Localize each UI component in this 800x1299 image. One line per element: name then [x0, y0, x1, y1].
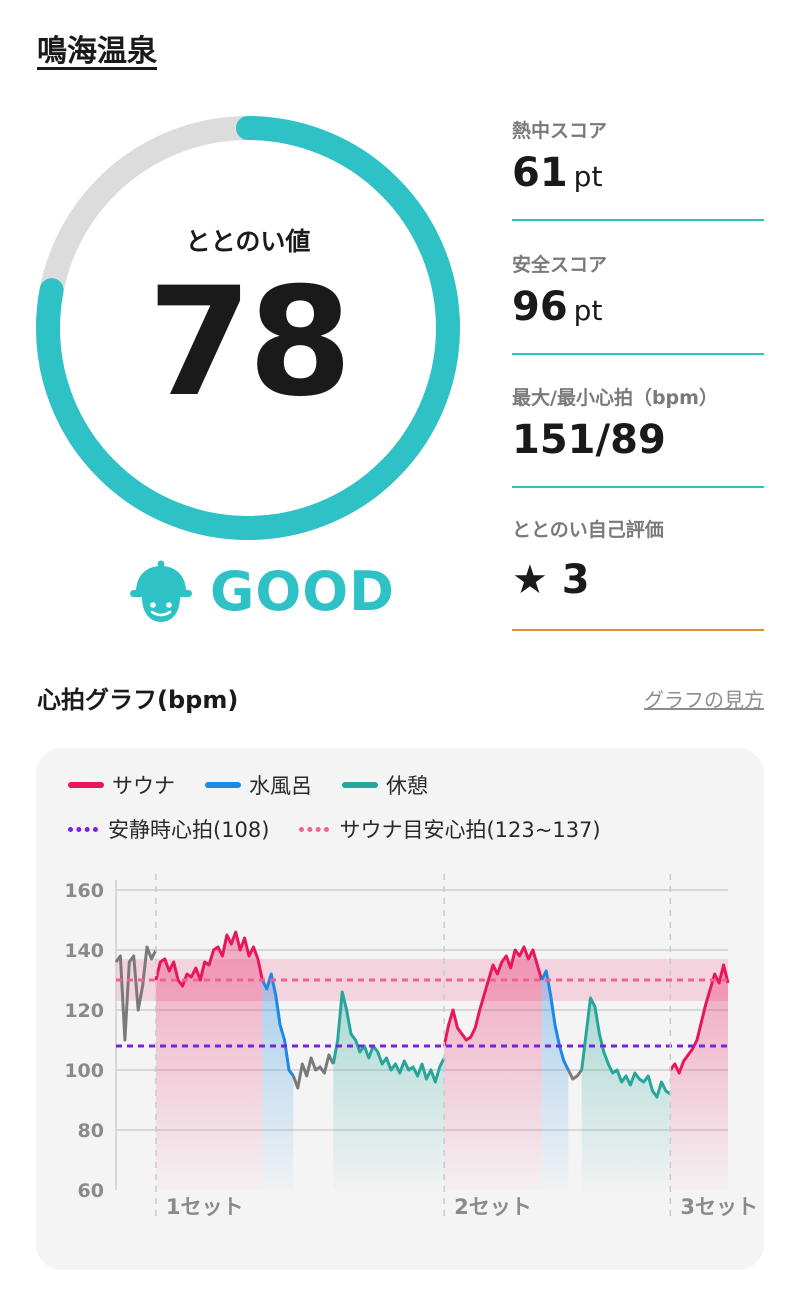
legend-row-phases: サウナ 水風呂 休憩 [68, 770, 458, 800]
y-tick-label: 80 [78, 1120, 104, 1142]
stat-value: 96 pt [512, 284, 603, 330]
stat-safety-score: 安全スコア 96 pt [512, 250, 764, 355]
y-tick-label: 140 [64, 940, 104, 962]
area-cold-bath [541, 971, 569, 1190]
rating-value: ★ 3 [512, 557, 590, 603]
line-other [566, 1069, 583, 1081]
y-tick-label: 120 [64, 1000, 104, 1022]
stat-value: 151/89 [512, 417, 666, 463]
facility-name: 鳴海温泉 [37, 34, 157, 69]
line-cold-bath [260, 972, 295, 1077]
line-rest [580, 996, 672, 1099]
helmet-face-icon [130, 560, 192, 622]
status-text: GOOD [210, 559, 395, 623]
set-label: 1セット [166, 1195, 244, 1219]
score-value: 78 [147, 256, 353, 430]
set-label: 2セット [454, 1195, 532, 1219]
line-sauna [669, 963, 730, 1075]
resting-hr-swatch [68, 826, 98, 832]
legend-row-references: 安静時心拍(108) サウナ目安心拍(123~137) [68, 814, 631, 844]
gauge-progress-arc [36, 116, 460, 540]
line-sauna [442, 945, 544, 1047]
stat-max-min-heart-rate: 最大/最小心拍（bpm） 151/89 [512, 383, 764, 488]
y-tick-label: 160 [64, 880, 104, 902]
legend-cold-bath: 水風呂 [205, 770, 312, 800]
y-tick-label: 60 [78, 1180, 104, 1202]
stat-label: 最大/最小心拍（bpm） [512, 387, 718, 409]
line-other [291, 1053, 335, 1090]
area-cold-bath [262, 974, 294, 1190]
area-sauna [155, 932, 263, 1190]
y-tick-label: 100 [64, 1060, 104, 1082]
line-sauna [154, 930, 264, 988]
stat-divider [512, 629, 764, 631]
line-other [114, 945, 158, 1042]
stat-label: 安全スコア [512, 254, 608, 276]
stat-value: 61 pt [512, 150, 603, 196]
area-rest [581, 998, 671, 1190]
area-sauna [670, 965, 728, 1190]
graph-help-link[interactable]: グラフの見方 [644, 688, 764, 712]
stat-label: 熱中スコア [512, 120, 608, 142]
stat-divider [512, 353, 764, 355]
stat-divider [512, 219, 764, 221]
legend-rest: 休憩 [342, 770, 428, 800]
stat-divider [512, 486, 764, 488]
sauna-swatch [68, 782, 104, 788]
cold-bath-swatch [205, 782, 241, 788]
graph-title: 心拍グラフ(bpm) [37, 686, 239, 714]
status-indicator: GOOD [128, 556, 395, 626]
set-label: 3セット [680, 1195, 758, 1219]
legend-resting-hr: 安静時心拍(108) [68, 814, 269, 844]
score-label: ととのい値 [185, 227, 311, 256]
heart-rate-chart-card: サウナ 水風呂 休憩 安静時心拍(108) サウナ目安心拍(123~137) 6… [36, 748, 764, 1270]
line-rest [331, 990, 446, 1084]
area-sauna [444, 947, 542, 1190]
legend-sauna: サウナ [68, 770, 175, 800]
line-cold-bath [540, 969, 570, 1071]
legend-target-hr: サウナ目安心拍(123~137) [299, 814, 601, 844]
rest-swatch [342, 782, 378, 788]
stat-self-rating[interactable]: ととのい自己評価 ★ 3 [512, 515, 764, 631]
stat-heat-score: 熱中スコア 61 pt [512, 116, 764, 221]
heart-rate-chart: 60 80 100 120 140 160 1セット 2セット 3セット [64, 874, 758, 1219]
score-gauge [36, 116, 460, 540]
stat-label: ととのい自己評価 [512, 519, 664, 541]
target-hr-swatch [299, 826, 330, 832]
area-rest [333, 992, 445, 1190]
